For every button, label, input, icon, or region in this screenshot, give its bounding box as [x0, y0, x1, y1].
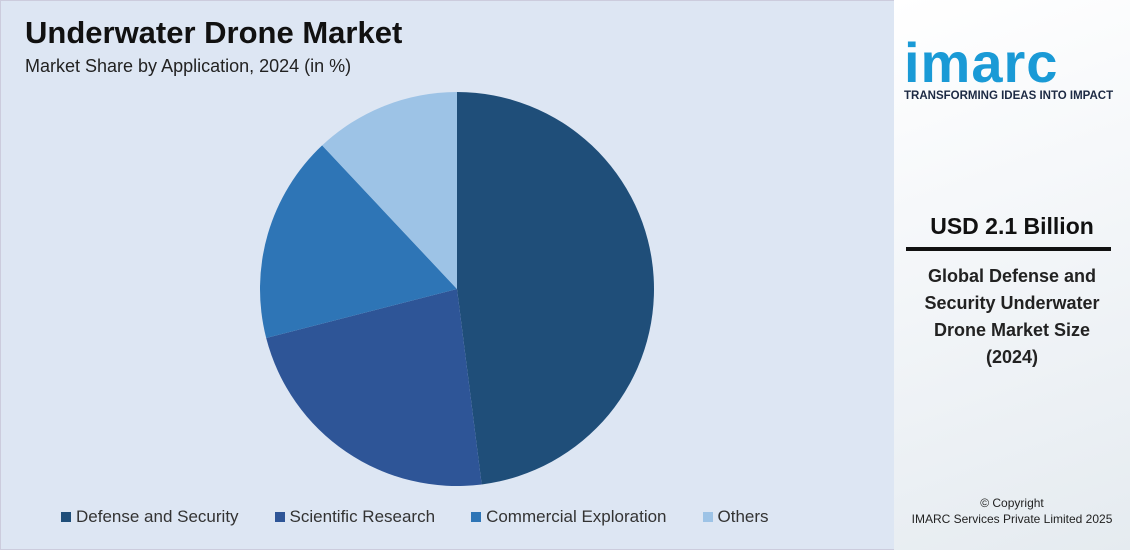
chart-panel: Underwater Drone Market Market Share by …: [0, 0, 895, 550]
legend: Defense and Security Scientific Research C…: [61, 507, 805, 527]
description-line: (2024): [985, 347, 1039, 367]
imarc-logo: imarc: [904, 31, 1059, 94]
legend-item: Commercial Exploration: [471, 507, 667, 527]
legend-label: Defense and Security: [76, 507, 239, 526]
market-value: USD 2.1 Billion: [930, 213, 1094, 239]
legend-label: Others: [717, 507, 769, 526]
pie-slice-scientific-research: [266, 289, 482, 486]
description-line: Global Defense and: [927, 266, 1097, 286]
legend-swatch: [702, 512, 713, 522]
chart-title: Underwater Drone Market: [25, 15, 403, 50]
pie-slice-others: [322, 92, 457, 289]
tagline: TRANSFORMING IDEAS INTO IMPACT: [904, 90, 1114, 102]
legend-item: Defense and Security: [61, 507, 239, 527]
pie-slice-commercial-exploration: [259, 145, 457, 338]
legend-item: Scientific Research: [274, 507, 436, 527]
copyright-line: © Copyright: [980, 496, 1044, 510]
copyright: © Copyright IMARC Services Private Limit…: [894, 495, 1130, 527]
description-line: Security Underwater: [924, 293, 1100, 313]
legend-swatch: [61, 512, 71, 522]
copyright-line: IMARC Services Private Limited 2025: [911, 512, 1113, 526]
legend-swatch: [471, 512, 482, 522]
pie-chart: [259, 92, 655, 486]
legend-item: Others: [702, 507, 769, 527]
description-line: Drone Market Size: [933, 320, 1091, 340]
divider: [906, 247, 1111, 251]
pie-slice-defense-and-security: [457, 92, 655, 485]
market-description: Global Defense and Security Underwater D…: [894, 263, 1130, 371]
legend-label: Scientific Research: [289, 507, 436, 526]
legend-label: Commercial Exploration: [486, 507, 667, 526]
chart-subtitle: Market Share by Application, 2024 (in %): [25, 56, 352, 76]
sidebar: imarc TRANSFORMING IDEAS INTO IMPACT USD…: [894, 0, 1130, 550]
legend-swatch: [274, 512, 285, 522]
